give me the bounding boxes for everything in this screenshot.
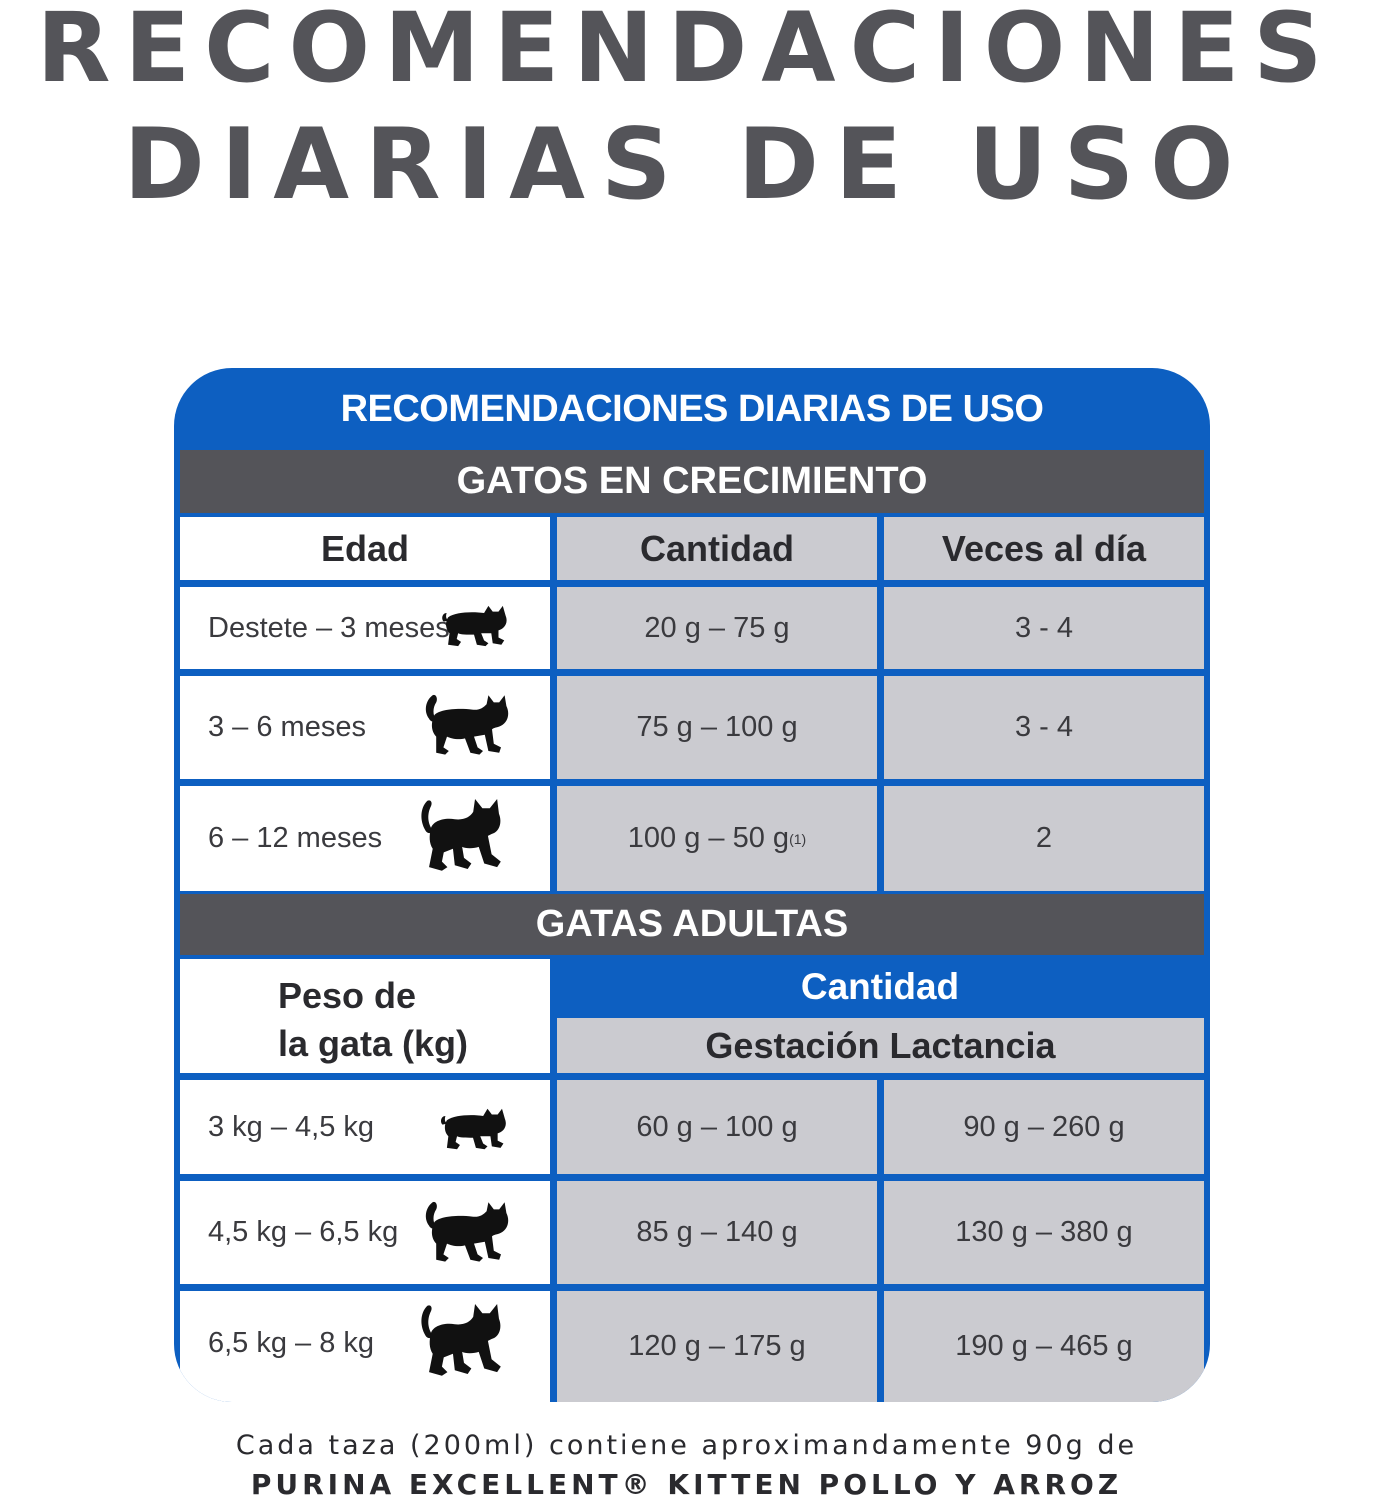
header-age: Edad: [180, 517, 550, 580]
gestation-value: 60 g – 100 g: [557, 1080, 877, 1174]
table-row-age-2: 3 – 6 meses: [180, 676, 550, 779]
age-value: 3 – 6 meses: [208, 711, 366, 743]
header-amount-adult: Cantidad: [550, 959, 1210, 1015]
amount-value: 100 g – 50 g (1): [557, 786, 877, 891]
footer-product-name: PURINA EXCELLENT® KITTEN POLLO Y ARROZ: [250, 1468, 1123, 1501]
kitten-icon: [441, 1108, 506, 1150]
kitten-icon: [442, 605, 507, 647]
section-adult-cats: GATAS ADULTAS: [180, 894, 1204, 955]
table-row-age-1: Destete – 3 meses: [180, 587, 550, 669]
times-value: 2: [884, 786, 1204, 891]
header-weight: Peso de la gata (kg): [180, 959, 550, 1073]
lactation-value: 190 g – 465 g: [884, 1291, 1204, 1402]
footnote-marker: (1): [789, 830, 807, 847]
headline-line-1: RECOMENDACIONES: [36, 0, 1337, 104]
section-growing-cats: GATOS EN CRECIMIENTO: [180, 450, 1204, 513]
lactation-value: 90 g – 260 g: [884, 1080, 1204, 1174]
table-title: RECOMENDACIONES DIARIAS DE USO: [340, 387, 1044, 430]
header-amount: Cantidad: [557, 517, 877, 580]
amount-text: 100 g – 50 g: [627, 822, 790, 854]
feeding-table: RECOMENDACIONES DIARIAS DE USO GATOS EN …: [174, 368, 1210, 1402]
gestation-value: 120 g – 175 g: [557, 1291, 877, 1402]
cat-sitting-icon: [421, 799, 501, 871]
cat-walking-icon: [425, 1201, 509, 1262]
cat-sitting-icon: [421, 1304, 501, 1376]
weight-value: 6,5 kg – 8 kg: [208, 1327, 375, 1359]
weight-value: 4,5 kg – 6,5 kg: [208, 1216, 399, 1248]
table-row-weight-2: 4,5 kg – 6,5 kg: [180, 1181, 550, 1284]
lactation-value: 130 g – 380 g: [884, 1181, 1204, 1284]
header-gestation-lactation: Gestación Lactancia: [557, 1018, 1204, 1073]
amount-value: 20 g – 75 g: [557, 587, 877, 669]
footer-note: Cada taza (200ml) contiene aproximandame…: [235, 1430, 1138, 1461]
weight-value: 3 kg – 4,5 kg: [208, 1110, 375, 1143]
times-value: 3 - 4: [884, 587, 1204, 669]
table-row-weight-3: 6,5 kg – 8 kg: [180, 1291, 550, 1402]
headline-line-2: DIARIAS DE USO: [123, 108, 1250, 222]
age-value: Destete – 3 meses: [208, 611, 450, 644]
table-row-weight-1: 3 kg – 4,5 kg: [180, 1080, 550, 1174]
times-value: 3 - 4: [884, 676, 1204, 779]
gestation-value: 85 g – 140 g: [557, 1181, 877, 1284]
header-weight-line-2: la gata (kg): [278, 1023, 469, 1064]
cat-walking-icon: [425, 694, 509, 755]
header-times-per-day: Veces al día: [884, 517, 1204, 580]
age-value: 6 – 12 meses: [208, 822, 383, 854]
amount-value: 75 g – 100 g: [557, 676, 877, 779]
table-row-age-3: 6 – 12 meses: [180, 786, 550, 891]
header-weight-line-1: Peso de: [278, 975, 417, 1016]
